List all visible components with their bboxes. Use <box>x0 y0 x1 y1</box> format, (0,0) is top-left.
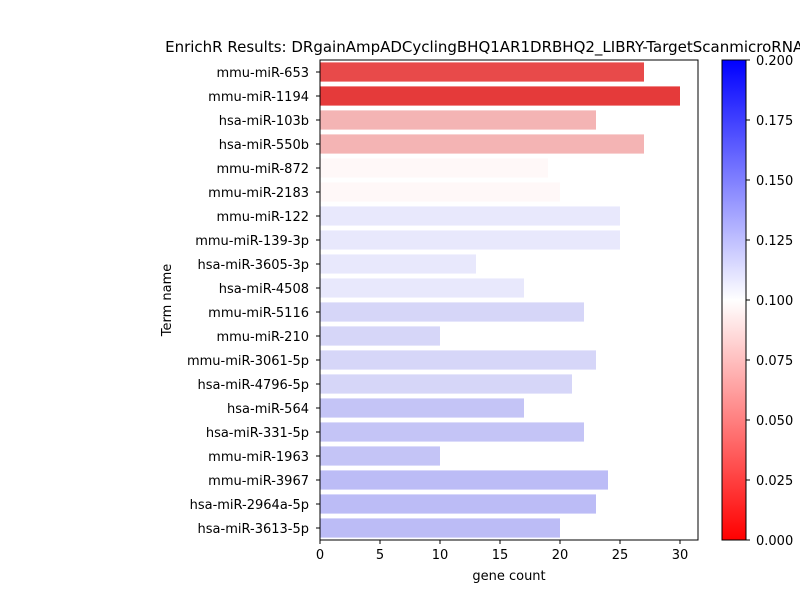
colorbar-tick-label: 0.200 <box>756 54 793 69</box>
y-tick-label: mmu-miR-210 <box>216 330 309 345</box>
y-tick-label: hsa-miR-3613-5p <box>198 522 309 537</box>
y-tick-label: hsa-miR-103b <box>219 114 309 129</box>
bar-hsa-miR-4508 <box>320 278 524 298</box>
bar-mmu-miR-653 <box>320 62 644 82</box>
bar-hsa-miR-564 <box>320 398 524 418</box>
bar-hsa-miR-3605-3p <box>320 254 476 274</box>
chart-title: EnrichR Results: DRgainAmpADCyclingBHQ1A… <box>165 38 800 57</box>
y-tick-label: mmu-miR-139-3p <box>195 234 309 249</box>
bar-mmu-miR-210 <box>320 326 440 346</box>
colorbar-tick-label: 0.025 <box>756 474 793 489</box>
bar-mmu-miR-2183 <box>320 182 560 202</box>
bar-mmu-miR-3967 <box>320 470 608 490</box>
x-tick-label: 5 <box>376 548 384 563</box>
bar-hsa-miR-103b <box>320 110 596 130</box>
colorbar <box>721 59 747 541</box>
bar-mmu-miR-872 <box>320 158 548 178</box>
y-tick-label: hsa-miR-550b <box>219 138 309 153</box>
bar-hsa-miR-331-5p <box>320 422 584 442</box>
x-tick-label: 30 <box>672 548 689 563</box>
bar-mmu-miR-1963 <box>320 446 440 466</box>
y-tick-label: hsa-miR-4796-5p <box>198 378 309 393</box>
y-tick-label: mmu-miR-653 <box>216 66 309 81</box>
y-tick-label: mmu-miR-3061-5p <box>187 354 309 369</box>
y-tick-label: hsa-miR-4508 <box>219 282 309 297</box>
colorbar-tick-label: 0.100 <box>756 294 793 309</box>
x-tick-label: 20 <box>552 548 569 563</box>
x-tick-label: 15 <box>492 548 509 563</box>
y-tick-label: mmu-miR-872 <box>216 162 309 177</box>
bar-mmu-miR-3061-5p <box>320 350 596 370</box>
y-tick-label: hsa-miR-3605-3p <box>198 258 309 273</box>
colorbar-tick-label: 0.125 <box>756 234 793 249</box>
y-tick-label: mmu-miR-3967 <box>208 474 309 489</box>
x-tick-label: 0 <box>316 548 324 563</box>
bar-hsa-miR-3613-5p <box>320 518 560 538</box>
bar-hsa-miR-550b <box>320 134 644 154</box>
y-tick-label: mmu-miR-5116 <box>208 306 309 321</box>
x-axis-label: gene count <box>472 569 545 584</box>
colorbar-tick-label: 0.050 <box>756 414 793 429</box>
colorbar-tick-label: 0.000 <box>756 534 793 549</box>
y-tick-label: mmu-miR-2183 <box>208 186 309 201</box>
y-tick-label: mmu-miR-1194 <box>208 90 309 105</box>
colorbar-tick-label: 0.075 <box>756 354 793 369</box>
y-axis-label: Term name <box>160 264 175 338</box>
bar-mmu-miR-122 <box>320 206 620 226</box>
bar-hsa-miR-2964a-5p <box>320 494 596 514</box>
colorbar-tick-label: 0.150 <box>756 174 793 189</box>
y-tick-label: hsa-miR-2964a-5p <box>190 498 309 513</box>
x-tick-label: 25 <box>612 548 629 563</box>
bar-hsa-miR-4796-5p <box>320 374 572 394</box>
y-tick-label: hsa-miR-564 <box>227 402 309 417</box>
y-tick-label: hsa-miR-331-5p <box>206 426 309 441</box>
y-tick-label: mmu-miR-1963 <box>208 450 309 465</box>
bar-mmu-miR-1194 <box>320 86 680 106</box>
bar-mmu-miR-139-3p <box>320 230 620 250</box>
colorbar-tick-label: 0.175 <box>756 114 793 129</box>
bar-mmu-miR-5116 <box>320 302 584 322</box>
plot-frame <box>319 59 699 541</box>
x-tick-label: 10 <box>432 548 449 563</box>
y-tick-label: mmu-miR-122 <box>216 210 309 225</box>
